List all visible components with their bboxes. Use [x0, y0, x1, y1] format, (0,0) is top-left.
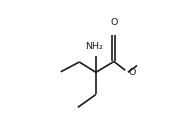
Text: O: O: [110, 18, 118, 27]
Text: NH₂: NH₂: [85, 42, 103, 51]
Text: O: O: [128, 68, 136, 77]
